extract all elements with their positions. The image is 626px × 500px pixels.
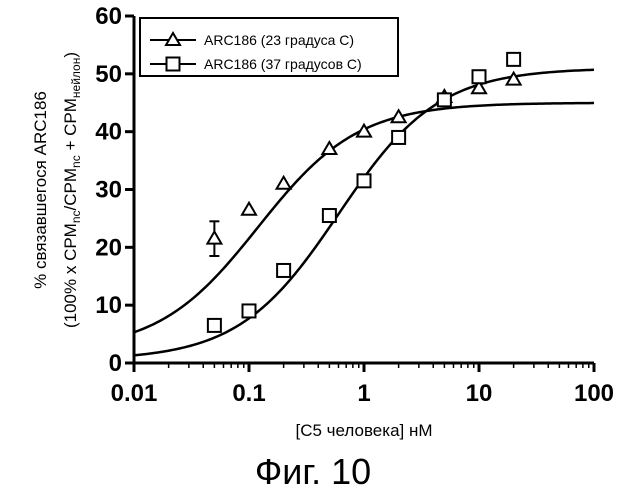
- square-point: [323, 209, 336, 222]
- x-tick-label: 0.1: [232, 380, 265, 407]
- y-axis-subtitle-part: (100% x CPM: [61, 223, 80, 328]
- triangle-point: [277, 177, 291, 189]
- x-tick-label: 100: [574, 380, 614, 407]
- square-point: [358, 174, 371, 187]
- fit-curve-series-2: [134, 70, 594, 356]
- x-tick-label: 0.01: [111, 380, 158, 407]
- legend-label: ARC186 (37 градусов С): [204, 56, 362, 72]
- y-tick-label: 50: [95, 61, 122, 88]
- y-tick-label: 30: [95, 177, 122, 204]
- y-tick-label: 40: [95, 119, 122, 146]
- y-axis-subtitle-part: + CPM: [61, 98, 80, 155]
- y-axis-title: % связавшегося ARC186: [31, 91, 50, 289]
- data-points: [207, 53, 520, 332]
- y-axis-subtitle-subscript: nc: [69, 155, 83, 168]
- fit-curves: [134, 70, 594, 356]
- y-axis-subtitle: (100% x CPMnc/CPMnc + CPMнейлон): [61, 52, 83, 328]
- y-tick-label: 0: [109, 350, 122, 377]
- triangle-point: [242, 203, 256, 215]
- y-axis-subtitle-part: ): [61, 52, 80, 58]
- figure-caption: Фиг. 10: [255, 451, 371, 492]
- square-point: [507, 53, 520, 66]
- triangle-point: [207, 232, 221, 244]
- y-tick-label: 10: [95, 292, 122, 319]
- square-point: [208, 319, 221, 332]
- x-axis-title: [C5 человека] нМ: [295, 421, 432, 440]
- square-point: [392, 131, 405, 144]
- square-point: [243, 304, 256, 317]
- y-axis-subtitle-part: /CPM: [61, 168, 80, 211]
- square-point: [277, 264, 290, 277]
- legend: ARC186 (23 градуса С) ARC186 (37 градусов…: [140, 18, 398, 76]
- y-axis-subtitle-subscript: нейлон: [69, 58, 83, 98]
- y-axis-subtitle-subscript: nc: [69, 210, 83, 223]
- legend-marker: [167, 58, 180, 71]
- y-tick-label: 20: [95, 234, 122, 261]
- axis-labels: [C5 человека] нМ % связавшегося ARC186 (10…: [31, 52, 433, 492]
- square-point: [473, 70, 486, 83]
- square-point: [438, 93, 451, 106]
- x-tick-label: 1: [357, 380, 370, 407]
- legend-label: ARC186 (23 градуса С): [204, 32, 354, 48]
- x-tick-label: 10: [466, 380, 493, 407]
- y-tick-label: 60: [95, 3, 122, 30]
